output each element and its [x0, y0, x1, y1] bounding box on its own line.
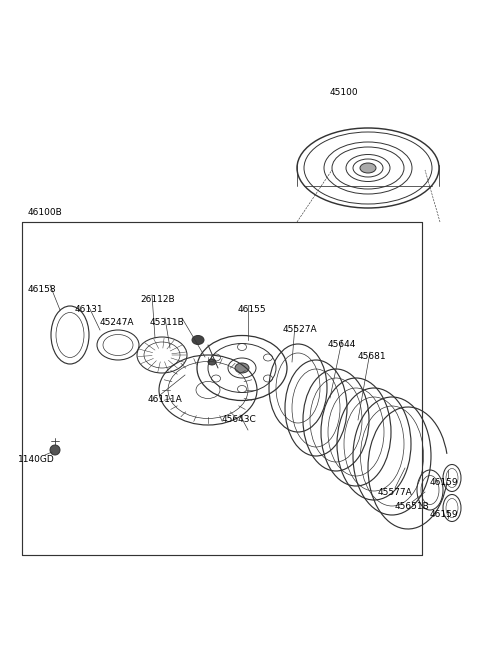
Ellipse shape: [208, 359, 216, 365]
Text: 45643C: 45643C: [222, 415, 257, 424]
Text: 45527A: 45527A: [283, 325, 318, 334]
Text: 45311B: 45311B: [150, 318, 185, 327]
Ellipse shape: [360, 163, 376, 173]
Text: 46111A: 46111A: [148, 395, 183, 404]
Ellipse shape: [192, 335, 204, 345]
Ellipse shape: [50, 445, 60, 455]
Text: 1140GD: 1140GD: [18, 455, 55, 464]
Text: 45247A: 45247A: [100, 318, 134, 327]
Text: 46159: 46159: [430, 478, 458, 487]
Text: 45681: 45681: [358, 352, 386, 361]
Text: 46159: 46159: [430, 510, 458, 519]
Text: 45651B: 45651B: [395, 502, 430, 511]
Text: 45644: 45644: [328, 340, 356, 349]
Text: 45577A: 45577A: [378, 488, 413, 497]
Text: 46100B: 46100B: [28, 208, 63, 217]
Text: 46158: 46158: [28, 285, 57, 294]
Ellipse shape: [235, 363, 249, 373]
Text: 46131: 46131: [75, 305, 104, 314]
Text: 46155: 46155: [238, 305, 266, 314]
Text: 45100: 45100: [330, 88, 359, 97]
Text: 26112B: 26112B: [140, 295, 175, 304]
